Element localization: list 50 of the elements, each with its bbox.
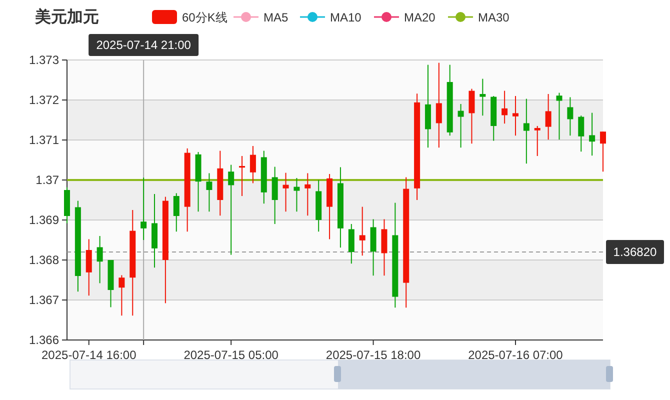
y-tick-label: 1.368 (28, 253, 60, 268)
y-tick-label: 1.371 (28, 133, 60, 148)
legend-label: 60分K线 (182, 10, 228, 24)
candlestick (523, 98, 530, 164)
candlestick (206, 172, 212, 212)
candlestick (567, 96, 574, 136)
candlestick (436, 62, 442, 148)
candlestick (96, 236, 103, 284)
legend-label: MA10 (330, 10, 362, 24)
candlestick (381, 218, 388, 276)
candlestick (600, 131, 606, 172)
candlestick (458, 104, 464, 148)
candlestick (502, 90, 508, 124)
y-tick-label: 1.372 (28, 93, 60, 108)
y-tick-label: 1.366 (28, 333, 60, 348)
candlestick (359, 206, 366, 256)
x-tick-label: 2025-07-15 18:00 (326, 348, 421, 362)
x-tick-label: 2025-07-15 05:00 (184, 348, 279, 362)
y-tick-label: 1.369 (28, 213, 60, 228)
candlestick (512, 96, 518, 136)
candlestick (294, 178, 300, 212)
candlestick (589, 112, 596, 156)
candlestick (578, 115, 584, 152)
y-tick-label: 1.37 (36, 173, 60, 188)
x-tick-label: 2025-07-14 16:00 (42, 348, 137, 362)
candlestick (272, 166, 278, 224)
y-tick-label: 1.367 (28, 293, 60, 308)
x-tick-label: 2025-07-14 21:00 (96, 38, 192, 52)
candlestick (86, 238, 92, 296)
ref-line-label: 1.36820 (613, 245, 658, 260)
candlestick (468, 88, 475, 144)
candlestick (348, 224, 354, 264)
candlestick (534, 126, 540, 156)
legend-label: MA5 (264, 10, 288, 24)
candlestick (282, 172, 289, 212)
candlestick (239, 156, 246, 196)
candlestick (480, 78, 486, 116)
x-tick-label: 2025-07-16 07:00 (468, 348, 564, 362)
candlestick (304, 172, 311, 216)
candlestick (173, 192, 180, 232)
candlestick (556, 92, 562, 140)
candlestick (250, 146, 256, 184)
legend-label: MA20 (404, 10, 436, 24)
y-tick-label: 1.373 (28, 53, 60, 68)
candlestick (140, 177, 147, 240)
candlestick (545, 94, 552, 140)
legend-label: MA30 (478, 10, 510, 24)
chart-title: 美元加元 (34, 7, 99, 26)
candlestick (228, 164, 234, 256)
candlestick (118, 274, 125, 316)
